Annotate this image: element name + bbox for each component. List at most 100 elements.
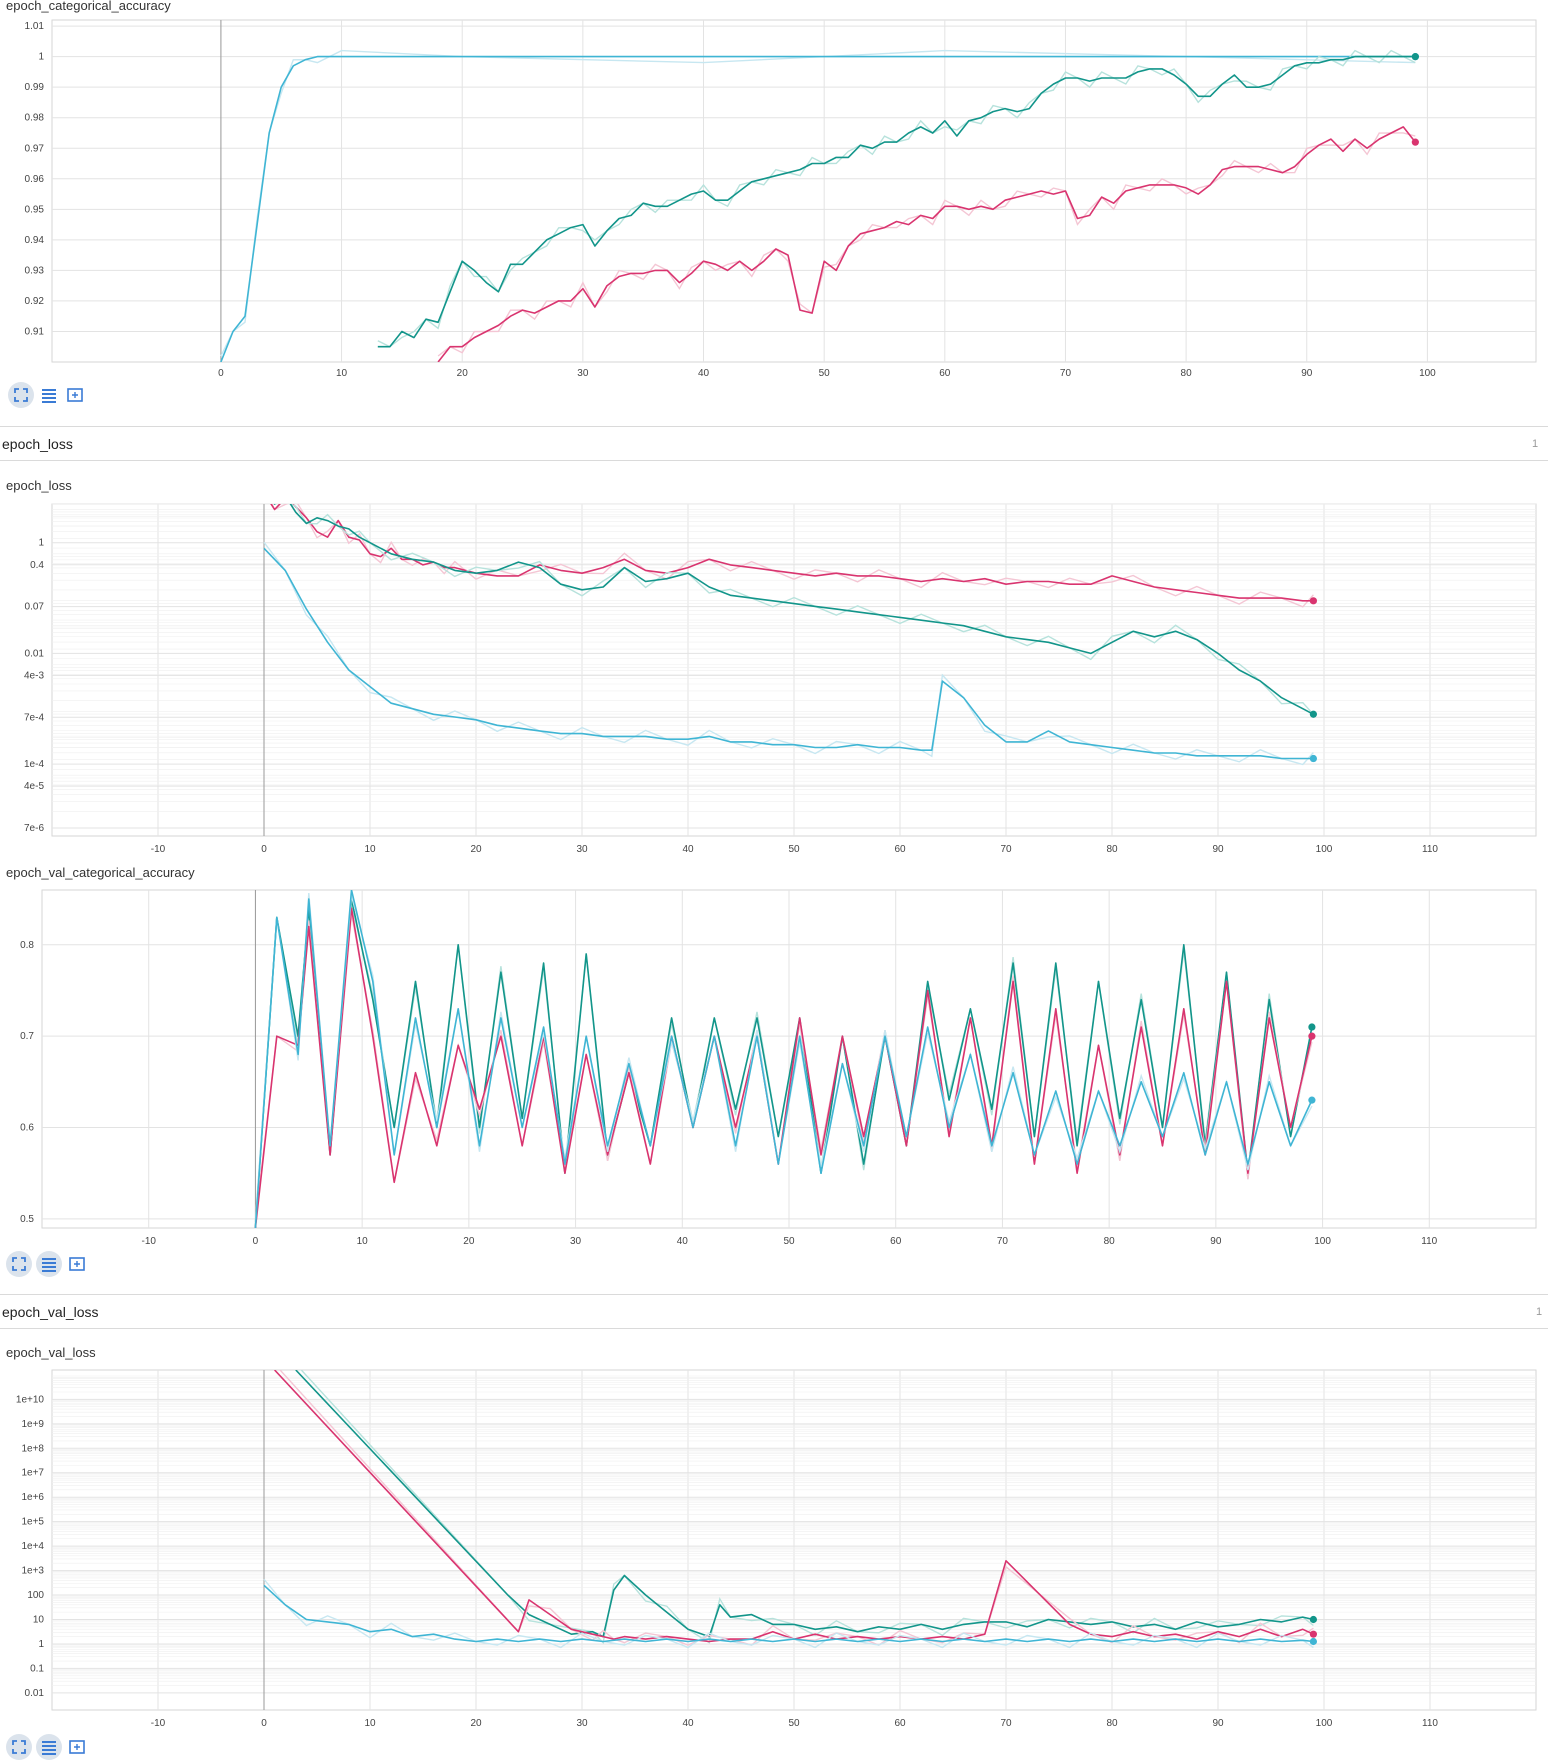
x-tick-label: 0 xyxy=(253,1236,259,1247)
teal-raw-series xyxy=(300,1370,1314,1645)
x-tick-label: 10 xyxy=(357,1236,369,1247)
y-tick-label: 4e-3 xyxy=(24,670,44,681)
teal-last-point xyxy=(1411,53,1419,61)
y-tick-label: 4e-5 xyxy=(24,781,44,792)
x-tick-label: 0 xyxy=(218,368,224,379)
fit-to-data-icon xyxy=(14,388,28,402)
y-tick-label: 1 xyxy=(38,538,44,549)
y-tick-label: 0.98 xyxy=(25,113,45,124)
select-region-button[interactable] xyxy=(64,384,86,406)
teal-series-line xyxy=(254,898,1313,1228)
section-divider xyxy=(0,426,1548,427)
series-group xyxy=(263,504,1314,766)
y-tick-label: 1e+7 xyxy=(21,1468,44,1479)
y-tick-label: 0.95 xyxy=(25,204,45,215)
toggle-log-scale-icon xyxy=(42,389,56,403)
y-tick-label: 0.6 xyxy=(20,1123,34,1134)
x-tick-label: 110 xyxy=(1422,844,1438,855)
pink-raw-series xyxy=(271,504,1314,608)
x-tick-label: -10 xyxy=(141,1236,156,1247)
toggle-log-scale-icon xyxy=(42,1258,56,1272)
pink-raw-series xyxy=(437,132,1416,357)
chart-title-val-loss: epoch_val_loss xyxy=(6,1345,96,1360)
x-tick-label: 20 xyxy=(470,1718,482,1729)
x-tick-label: 20 xyxy=(457,368,469,379)
pink-series-line xyxy=(270,504,1314,602)
y-tick-label: 7e-6 xyxy=(24,823,44,834)
select-region-icon xyxy=(67,388,83,402)
x-tick-label: 100 xyxy=(1316,844,1333,855)
teal-raw-series xyxy=(273,504,1314,715)
x-tick-label: 20 xyxy=(470,844,482,855)
pink-last-point xyxy=(1308,1032,1316,1040)
select-region-button[interactable] xyxy=(66,1253,88,1275)
cyan-series-line xyxy=(254,890,1313,1228)
x-tick-label: 30 xyxy=(570,1236,582,1247)
val-accuracy-chart[interactable]: -10 0 10 20 30 40 50 60 70 80 90 100 110 0.5 0.6 0.7 0.8 xyxy=(0,882,1548,1252)
y-tick-label: 0.01 xyxy=(25,648,45,659)
y-tick-label: 0.93 xyxy=(25,265,45,276)
teal-raw-series xyxy=(254,902,1313,1223)
x-tick-label: 20 xyxy=(463,1236,475,1247)
val-loss-chart[interactable]: -10 0 10 20 30 40 50 60 70 80 90 100 1100.010.111010… xyxy=(0,1362,1548,1737)
cyan-last-point xyxy=(1309,754,1317,763)
y-tick-label: 1e+3 xyxy=(21,1566,44,1577)
teal-last-point xyxy=(1309,1615,1317,1624)
select-region-button[interactable] xyxy=(66,1736,88,1758)
x-tick-label: 30 xyxy=(576,844,588,855)
toggle-log-scale-icon xyxy=(42,1741,56,1755)
y-tick-label: 0.97 xyxy=(25,143,45,154)
y-tick-label: 0.07 xyxy=(25,602,45,613)
pink-series-line xyxy=(437,126,1416,362)
loss-chart[interactable]: -10 0 10 20 30 40 50 60 70 80 90 100 110 7e-6 4e-5 1e-4… xyxy=(0,496,1548,856)
teal-last-point xyxy=(1308,1023,1316,1031)
x-tick-label: 60 xyxy=(894,1718,906,1729)
toggle-log-scale-button[interactable] xyxy=(36,1251,62,1277)
cyan-series-line xyxy=(220,55,1416,362)
section-title-loss[interactable]: epoch_loss xyxy=(2,436,73,452)
cyan-raw-series xyxy=(254,893,1313,1223)
x-tick-label: 100 xyxy=(1314,1236,1331,1247)
pink-series-line xyxy=(274,1370,1314,1643)
y-tick-label: 0.99 xyxy=(25,82,45,93)
plot-frame xyxy=(51,19,1537,363)
accuracy-chart[interactable]: 0 10 20 30 40 50 60 70 80 90 100 0.91 0.92 0.93 0.94 0.… xyxy=(0,0,1548,380)
section-divider xyxy=(0,1328,1548,1329)
fit-to-data-button[interactable] xyxy=(6,1734,32,1760)
select-region-icon xyxy=(69,1740,85,1754)
pink-last-point xyxy=(1309,597,1317,605)
x-tick-label: 10 xyxy=(336,368,348,379)
y-tick-label: 1 xyxy=(38,52,44,63)
x-tick-label: 50 xyxy=(788,1718,800,1729)
fit-to-data-button[interactable] xyxy=(8,382,34,408)
y-tick-label: 100 xyxy=(27,1590,44,1601)
x-tick-label: 40 xyxy=(698,368,710,379)
y-tick-label: 7e-4 xyxy=(24,712,44,723)
x-tick-label: 90 xyxy=(1301,368,1313,379)
y-tick-label: 0.92 xyxy=(25,296,45,307)
series-group xyxy=(254,890,1313,1228)
section-divider xyxy=(0,460,1548,461)
y-tick-label: 0.8 xyxy=(20,940,34,951)
y-tick-label: 1e+5 xyxy=(21,1517,44,1528)
teal-raw-series xyxy=(377,49,1416,348)
x-tick-label: 90 xyxy=(1212,844,1224,855)
x-tick-label: 30 xyxy=(576,1718,588,1729)
fit-to-data-button[interactable] xyxy=(6,1251,32,1277)
y-tick-label: 0.96 xyxy=(25,174,45,185)
toggle-log-scale-button[interactable] xyxy=(38,384,60,406)
x-tick-label: 90 xyxy=(1210,1236,1222,1247)
accuracy-chart-toolbar xyxy=(8,382,86,408)
section-count-loss: 1 xyxy=(1532,438,1539,450)
y-tick-label: 0.5 xyxy=(20,1214,34,1225)
section-title-val-loss[interactable]: epoch_val_loss xyxy=(2,1304,99,1320)
x-tick-label: 110 xyxy=(1421,1236,1437,1247)
x-tick-label: 70 xyxy=(1060,368,1072,379)
series-group xyxy=(263,1370,1314,1649)
x-tick-label: 40 xyxy=(682,844,694,855)
cyan-last-point xyxy=(1309,1637,1317,1646)
x-tick-label: 80 xyxy=(1104,1236,1116,1247)
toggle-log-scale-button[interactable] xyxy=(36,1734,62,1760)
pink-last-point xyxy=(1309,1630,1317,1638)
x-tick-label: 70 xyxy=(997,1236,1009,1247)
